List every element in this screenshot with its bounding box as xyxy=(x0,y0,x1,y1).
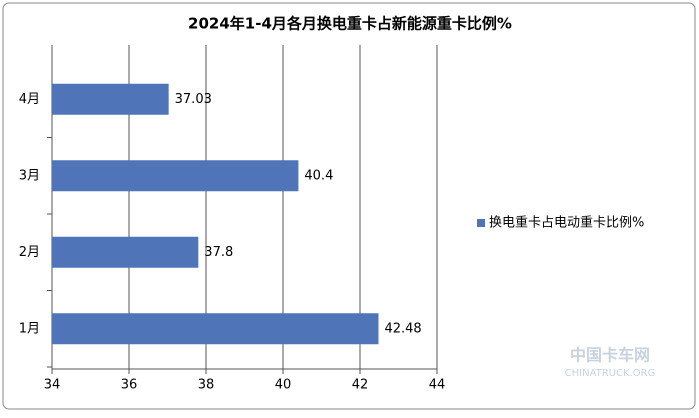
x-tick-label: 40 xyxy=(275,378,292,393)
x-tick-label: 36 xyxy=(121,378,138,393)
bar xyxy=(52,313,379,345)
y-tick-label: 3月 xyxy=(19,168,40,183)
bar xyxy=(52,83,169,115)
y-tick-label: 1月 xyxy=(19,321,40,336)
legend-swatch xyxy=(477,219,485,227)
value-label: 40.4 xyxy=(304,168,333,183)
bar xyxy=(52,236,199,268)
x-tick-label: 44 xyxy=(429,378,446,393)
x-tick-label: 38 xyxy=(198,378,215,393)
bar xyxy=(52,160,299,192)
y-tick-label: 4月 xyxy=(19,92,40,107)
watermark: CHINATRUCK.ORG xyxy=(565,368,656,379)
chart-frame xyxy=(2,2,696,410)
chart-title: 2024年1-4月各月换电重卡占新能源重卡比例% xyxy=(188,15,512,33)
x-tick-label: 34 xyxy=(44,378,61,393)
watermark: 中国卡车网 xyxy=(570,346,650,365)
legend-label: 换电重卡占电动重卡比例% xyxy=(489,215,644,231)
value-label: 37.03 xyxy=(175,92,212,107)
value-label: 37.8 xyxy=(204,245,233,260)
y-tick-label: 2月 xyxy=(19,245,40,260)
value-label: 42.48 xyxy=(384,321,421,336)
x-tick-label: 42 xyxy=(352,378,369,393)
